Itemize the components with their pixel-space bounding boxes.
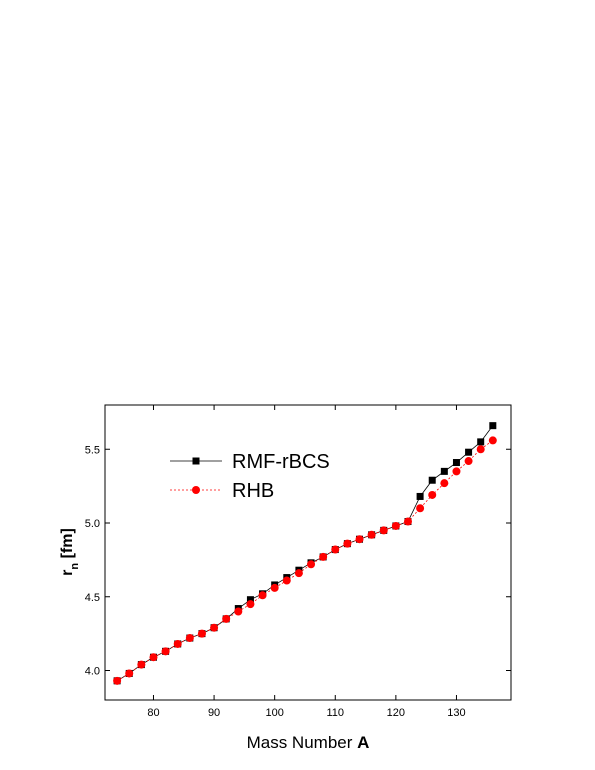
data-point — [173, 639, 182, 648]
data-point — [476, 445, 485, 454]
data-point — [477, 438, 485, 446]
data-point — [222, 614, 231, 623]
data-point — [403, 517, 412, 526]
y-label-text: r — [59, 570, 76, 576]
x-axis-label: Mass Number A — [247, 733, 370, 752]
data-point — [161, 647, 170, 656]
y-tick-label: 4.0 — [85, 666, 100, 678]
x-label-text: Mass Number — [247, 733, 358, 752]
y-label-sub: n — [69, 563, 81, 570]
legend-label: RHB — [232, 480, 274, 502]
data-point — [379, 526, 388, 535]
x-tick-label: 120 — [387, 707, 405, 719]
data-point — [331, 545, 340, 554]
data-point — [197, 629, 206, 638]
data-point — [428, 476, 436, 484]
data-point — [246, 596, 254, 604]
data-point — [319, 552, 328, 561]
data-point — [440, 467, 448, 475]
data-point — [246, 600, 255, 609]
y-label-unit: [fm] — [59, 528, 76, 563]
legend-marker — [192, 486, 200, 494]
x-tick-label: 130 — [447, 707, 465, 719]
data-point — [367, 530, 376, 539]
x-tick-label: 90 — [208, 707, 220, 719]
data-point — [185, 634, 194, 643]
data-point — [416, 492, 424, 500]
y-axis-label: rn [fm] — [59, 528, 81, 576]
data-point — [465, 448, 473, 456]
data-point — [113, 676, 122, 685]
legend-label: RMF-rBCS — [232, 451, 330, 473]
data-point — [210, 623, 219, 632]
data-point — [464, 457, 473, 466]
data-point — [307, 560, 316, 569]
data-point — [234, 607, 243, 616]
data-point — [125, 669, 134, 678]
plot-frame — [104, 404, 512, 701]
data-point — [452, 459, 460, 467]
y-tick-label: 5.5 — [85, 444, 100, 456]
data-point — [137, 660, 146, 669]
data-point — [343, 539, 352, 548]
x-tick-label: 100 — [265, 707, 283, 719]
data-point — [440, 479, 449, 488]
data-point — [488, 436, 497, 445]
data-point — [149, 653, 158, 662]
data-point — [258, 591, 267, 600]
data-point — [355, 535, 364, 544]
legend-marker — [192, 457, 200, 465]
data-point — [452, 467, 461, 476]
series-line — [116, 440, 494, 682]
y-tick-label: 4.5 — [85, 592, 100, 604]
x-tick-label: 80 — [147, 707, 159, 719]
data-point — [428, 490, 437, 499]
data-point — [294, 569, 303, 578]
data-point — [416, 504, 425, 513]
data-point — [391, 521, 400, 530]
data-point — [489, 422, 497, 430]
data-point — [282, 576, 291, 585]
x-tick-label: 110 — [326, 707, 344, 719]
y-tick-label: 5.0 — [85, 518, 100, 530]
x-label-bold: A — [357, 733, 369, 752]
data-point — [270, 583, 279, 592]
